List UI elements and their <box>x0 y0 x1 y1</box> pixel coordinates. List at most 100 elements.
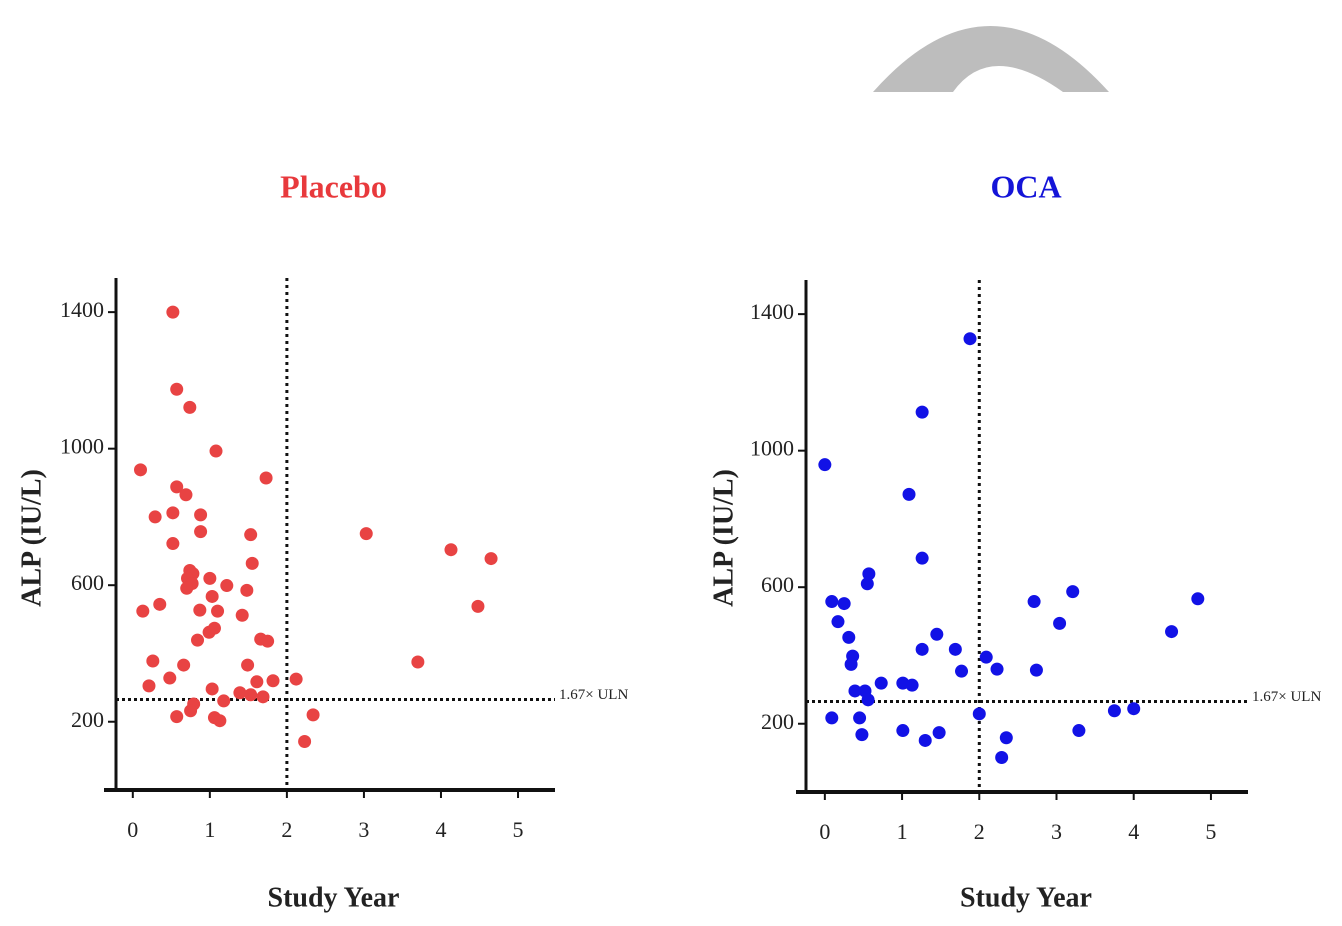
data-point <box>1165 625 1179 639</box>
data-point <box>170 710 184 724</box>
data-point <box>990 662 1004 676</box>
data-point <box>861 693 875 707</box>
reference-label: 1.67× ULN <box>559 687 628 703</box>
data-point <box>261 634 275 648</box>
data-point <box>220 579 234 593</box>
data-point <box>203 571 217 585</box>
data-point <box>153 597 167 611</box>
data-point <box>979 650 993 664</box>
data-point <box>972 707 986 721</box>
y-tick-label: 200 <box>761 709 794 734</box>
y-tick-label: 600 <box>71 570 104 595</box>
data-point <box>136 604 150 618</box>
data-point <box>179 488 193 502</box>
x-tick-label: 5 <box>1205 819 1216 844</box>
data-point <box>245 556 259 570</box>
data-point <box>213 714 227 728</box>
data-point <box>184 704 198 718</box>
y-axis-label: ALP (IU/L) <box>708 469 739 607</box>
data-point <box>256 690 270 704</box>
x-tick-label: 3 <box>358 817 369 842</box>
x-tick-label: 4 <box>435 817 446 842</box>
data-point <box>191 633 205 647</box>
data-point <box>240 583 254 597</box>
data-point <box>831 615 845 629</box>
data-point <box>193 603 207 617</box>
data-point <box>205 682 219 696</box>
data-point <box>1053 616 1067 630</box>
data-point <box>177 658 191 672</box>
data-point <box>444 543 458 557</box>
x-tick-label: 2 <box>281 817 292 842</box>
data-point <box>915 642 929 656</box>
data-point <box>170 382 184 396</box>
data-point <box>306 708 320 722</box>
data-point <box>166 305 180 319</box>
data-point <box>874 676 888 690</box>
data-point <box>918 733 932 747</box>
data-point <box>194 525 208 539</box>
data-point <box>471 599 485 613</box>
y-tick-label: 600 <box>761 572 794 597</box>
data-point <box>163 671 177 685</box>
chart-title: Placebo <box>280 168 387 204</box>
data-point <box>848 684 862 698</box>
data-point <box>948 642 962 656</box>
data-point <box>930 627 944 641</box>
data-point <box>142 679 156 693</box>
data-point <box>995 751 1009 765</box>
y-tick-label: 1400 <box>60 297 104 322</box>
data-point <box>932 726 946 740</box>
x-axis-label: Study Year <box>268 882 400 913</box>
data-point <box>180 581 194 595</box>
data-point <box>250 675 264 689</box>
x-tick-label: 0 <box>819 819 830 844</box>
data-point <box>166 506 180 520</box>
data-point <box>905 678 919 692</box>
data-point <box>217 694 231 708</box>
data-point <box>1072 724 1086 738</box>
data-point <box>862 567 876 581</box>
data-point <box>233 686 247 700</box>
x-axis-label: Study Year <box>960 882 1092 913</box>
data-point <box>915 551 929 565</box>
data-point <box>837 597 851 611</box>
data-point <box>855 728 869 742</box>
data-point <box>241 658 255 672</box>
data-point <box>1027 595 1041 609</box>
y-tick-label: 1400 <box>750 299 794 324</box>
data-point <box>915 405 929 419</box>
data-point <box>1066 585 1080 599</box>
x-tick-label: 4 <box>1128 819 1139 844</box>
data-point <box>825 595 839 609</box>
data-point <box>1191 592 1205 606</box>
data-point <box>844 657 858 671</box>
data-point <box>298 735 312 749</box>
data-point <box>244 528 258 542</box>
data-point <box>902 487 916 501</box>
data-point <box>194 508 208 522</box>
x-tick-label: 1 <box>897 819 908 844</box>
x-tick-label: 0 <box>127 817 138 842</box>
x-tick-label: 3 <box>1051 819 1062 844</box>
data-point <box>411 655 425 669</box>
data-point <box>853 711 867 725</box>
data-point <box>955 664 969 678</box>
data-point <box>999 731 1013 745</box>
data-point <box>235 608 249 622</box>
x-tick-label: 1 <box>204 817 215 842</box>
data-point <box>818 458 832 472</box>
data-point <box>244 688 258 702</box>
x-tick-label: 2 <box>974 819 985 844</box>
data-point <box>1029 663 1043 677</box>
data-point <box>211 604 225 618</box>
data-point <box>289 672 303 686</box>
data-point <box>1107 704 1121 718</box>
data-point <box>484 552 498 566</box>
data-point <box>202 625 216 639</box>
data-point <box>148 510 162 524</box>
data-point <box>842 630 856 644</box>
data-point <box>1127 702 1141 716</box>
